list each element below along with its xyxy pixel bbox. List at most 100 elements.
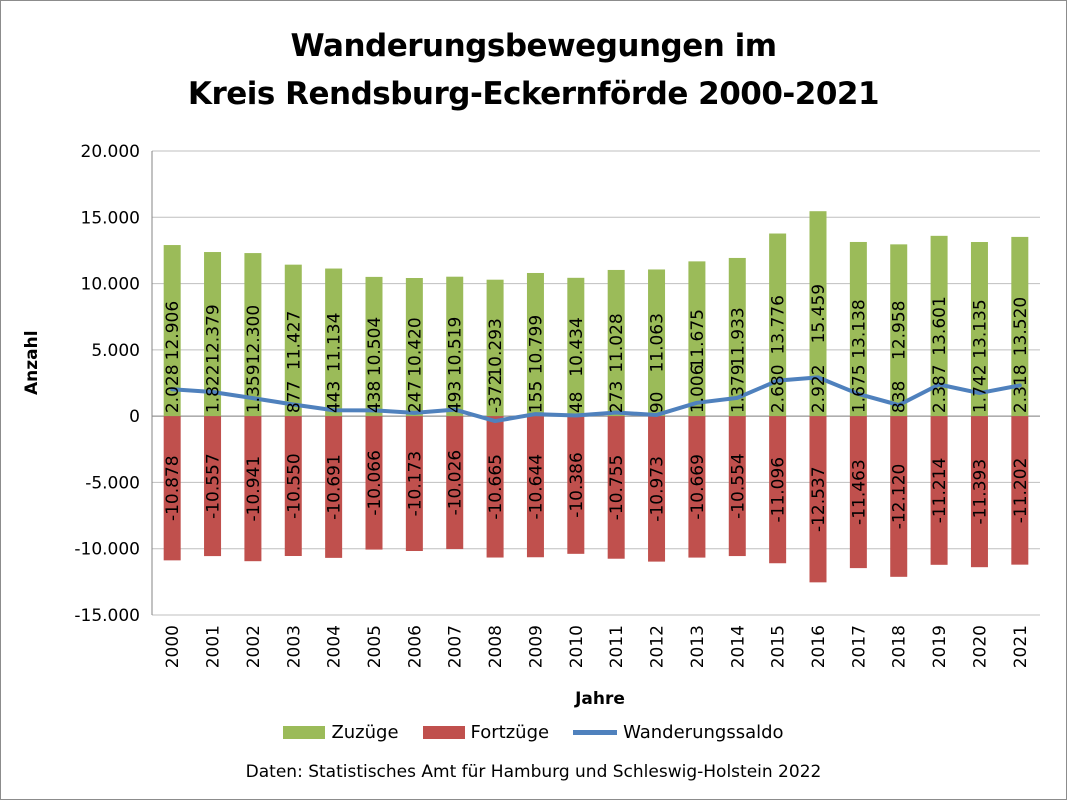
x-tick-label: 2010 bbox=[567, 625, 587, 668]
data-label-saldo: -372 bbox=[486, 375, 506, 414]
data-label-zuzuege: 10.420 bbox=[405, 317, 425, 376]
bar-fortzuege bbox=[163, 416, 181, 561]
data-label-saldo: 1.359 bbox=[244, 364, 264, 413]
data-label-fortzuege: -10.173 bbox=[405, 451, 425, 517]
data-label-saldo: 48 bbox=[567, 392, 587, 414]
x-tick-label: 2021 bbox=[1011, 625, 1031, 668]
data-label-zuzuege: 13.138 bbox=[849, 299, 869, 358]
source-note: Daten: Statistisches Amt für Hamburg und… bbox=[245, 762, 822, 782]
bar-fortzuege bbox=[809, 416, 827, 583]
bar-zuzuege bbox=[325, 268, 343, 417]
data-label-saldo: 1.006 bbox=[688, 364, 708, 413]
x-tick-label: 2014 bbox=[728, 625, 748, 668]
data-label-fortzuege: -10.550 bbox=[284, 453, 304, 519]
data-label-fortzuege: -10.941 bbox=[244, 456, 264, 522]
y-tick-label: -15.000 bbox=[74, 606, 140, 626]
bar-fortzuege bbox=[446, 416, 464, 550]
bar-fortzuege bbox=[567, 416, 585, 554]
data-label-saldo: 2.680 bbox=[769, 364, 789, 413]
bar-zuzuege bbox=[567, 277, 585, 417]
data-label-zuzuege: 11.933 bbox=[728, 307, 748, 366]
bar-fortzuege bbox=[1011, 416, 1029, 565]
line-wanderungssaldo bbox=[170, 375, 1022, 424]
data-label-saldo: 2.318 bbox=[1011, 364, 1031, 413]
bar-fortzuege bbox=[607, 416, 625, 559]
data-label-fortzuege: -10.669 bbox=[688, 454, 708, 520]
data-label-saldo: 838 bbox=[890, 381, 910, 413]
legend-swatch-saldo bbox=[573, 730, 618, 735]
data-label-saldo: 1.742 bbox=[970, 364, 990, 413]
bar-zuzuege bbox=[163, 245, 181, 417]
bar-zuzuege bbox=[1011, 236, 1029, 417]
bar-zuzuege bbox=[809, 211, 827, 417]
bar-fortzuege bbox=[526, 416, 544, 558]
data-label-saldo: 2.387 bbox=[930, 364, 950, 413]
data-label-saldo: 2.028 bbox=[163, 364, 183, 413]
data-label-fortzuege: -10.665 bbox=[486, 454, 506, 520]
bar-fortzuege bbox=[849, 416, 867, 569]
x-tick-label: 2017 bbox=[849, 625, 869, 668]
bar-fortzuege bbox=[486, 416, 504, 558]
y-tick-label: 10.000 bbox=[81, 275, 140, 295]
data-label-saldo: 247 bbox=[405, 381, 425, 413]
legend-label-fortzuege: Fortzüge bbox=[470, 722, 550, 743]
data-label-fortzuege: -12.537 bbox=[809, 466, 829, 532]
y-tick-label: 15.000 bbox=[81, 208, 140, 228]
bar-zuzuege bbox=[688, 261, 706, 417]
bar-fortzuege bbox=[930, 416, 948, 565]
x-tick-label: 2015 bbox=[769, 625, 789, 668]
data-label-zuzuege: 13.520 bbox=[1011, 297, 1031, 356]
data-label-fortzuege: -11.463 bbox=[849, 459, 869, 525]
x-tick-label: 2018 bbox=[890, 625, 910, 668]
bar-zuzuege bbox=[204, 252, 222, 417]
data-label-fortzuege: -11.393 bbox=[970, 459, 990, 525]
bar-zuzuege bbox=[769, 233, 787, 417]
legend-swatch-fortzuege bbox=[422, 726, 465, 739]
bar-fortzuege bbox=[688, 416, 706, 558]
data-label-saldo: 2.922 bbox=[809, 364, 829, 413]
bar-fortzuege bbox=[244, 416, 262, 562]
x-tick-label: 2012 bbox=[648, 625, 668, 668]
data-label-fortzuege: -10.973 bbox=[648, 456, 668, 522]
bar-fortzuege bbox=[325, 416, 343, 558]
legend-item-zuzuege: Zuzüge bbox=[283, 722, 399, 743]
chart-title: Wanderungsbewegungen im Kreis Rendsburg-… bbox=[0, 22, 1067, 118]
data-label-saldo: 443 bbox=[325, 381, 345, 413]
data-label-zuzuege: 12.379 bbox=[204, 304, 224, 363]
bar-fortzuege bbox=[769, 416, 787, 564]
legend-swatch-zuzuege bbox=[283, 726, 326, 739]
legend-label-saldo: Wanderungssaldo bbox=[623, 722, 784, 743]
data-label-zuzuege: 11.063 bbox=[648, 313, 668, 372]
bar-fortzuege bbox=[204, 416, 222, 557]
data-label-saldo: 493 bbox=[446, 381, 466, 413]
data-label-saldo: 155 bbox=[526, 381, 546, 413]
data-label-fortzuege: -10.066 bbox=[365, 450, 385, 516]
chart-title-line2: Kreis Rendsburg-Eckernförde 2000-2021 bbox=[187, 76, 880, 112]
x-tick-label: 2006 bbox=[405, 625, 425, 668]
data-label-zuzuege: 10.519 bbox=[446, 317, 466, 376]
data-label-zuzuege: 13.776 bbox=[769, 295, 789, 354]
data-label-zuzuege: 10.434 bbox=[567, 317, 587, 376]
data-label-zuzuege: 10.504 bbox=[365, 317, 385, 376]
data-label-fortzuege: -10.026 bbox=[446, 450, 466, 516]
x-tick-label: 2013 bbox=[688, 625, 708, 668]
bar-zuzuege bbox=[405, 278, 423, 417]
bar-zuzuege bbox=[849, 241, 867, 417]
x-axis-label: Jahre bbox=[575, 689, 625, 709]
data-label-fortzuege: -10.878 bbox=[163, 455, 183, 521]
data-label-fortzuege: -12.120 bbox=[890, 464, 910, 530]
data-label-fortzuege: -11.214 bbox=[930, 458, 950, 524]
y-tick-label: 0 bbox=[129, 407, 140, 427]
data-label-fortzuege: -11.202 bbox=[1011, 458, 1031, 524]
data-label-fortzuege: -11.096 bbox=[769, 457, 789, 523]
data-label-fortzuege: -10.386 bbox=[567, 452, 587, 518]
data-label-zuzuege: 12.906 bbox=[163, 301, 183, 360]
data-label-saldo: 438 bbox=[365, 381, 385, 413]
bar-zuzuege bbox=[648, 269, 666, 417]
bar-fortzuege bbox=[284, 416, 302, 557]
bar-fortzuege bbox=[728, 416, 746, 557]
data-label-zuzuege: 11.427 bbox=[284, 311, 304, 370]
data-label-zuzuege: 13.135 bbox=[970, 299, 990, 358]
bar-zuzuege bbox=[446, 276, 464, 417]
